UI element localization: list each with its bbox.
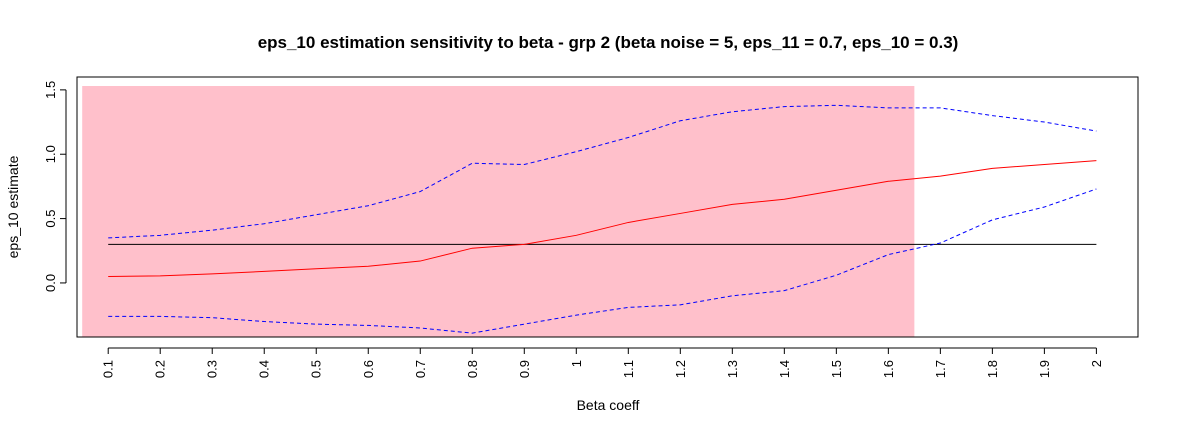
upper-bound-line xyxy=(108,104,1097,239)
estimate-line xyxy=(108,160,1097,277)
shaded-region-layer xyxy=(82,86,915,337)
x-tick-label: 0.2 xyxy=(153,360,168,378)
x-tick-label: 0.4 xyxy=(257,360,272,378)
x-tick-label: 2 xyxy=(1089,360,1104,367)
y-tick-label: 1.5 xyxy=(43,81,58,99)
x-tick-label: 1.2 xyxy=(673,360,688,378)
x-tick-label: 0.1 xyxy=(101,360,116,378)
plot-frame xyxy=(76,76,1139,338)
x-tick-label: 0.5 xyxy=(309,360,324,378)
y-tick-label: 0.5 xyxy=(43,210,58,228)
x-tick-label: 0.7 xyxy=(413,360,428,378)
axis-layer: 0.1 0.2 0.3 0.4 0.5 0.6 0.7 0.8 0.9 1 1.1 1.2 1.3 1.4… xyxy=(43,81,1104,378)
x-tick-label: 0.8 xyxy=(465,360,480,378)
x-tick-label: 1.1 xyxy=(621,360,636,378)
x-tick-label: 0.3 xyxy=(205,360,220,378)
y-axis-label: eps_10 estimate xyxy=(5,155,21,258)
series-layer xyxy=(108,104,1097,334)
x-tick-label: 1.5 xyxy=(829,360,844,378)
y-tick-label: 1.0 xyxy=(43,145,58,163)
x-axis-label: Beta coeff xyxy=(577,397,640,413)
shaded-region xyxy=(82,86,915,337)
x-tick-label: 1.4 xyxy=(777,360,792,378)
x-tick-label: 1.7 xyxy=(933,360,948,378)
x-tick-label: 0.9 xyxy=(517,360,532,378)
x-tick-label: 1.9 xyxy=(1037,360,1052,378)
x-tick-label: 1.8 xyxy=(985,360,1000,378)
x-tick-label: 0.6 xyxy=(361,360,376,378)
x-tick-label: 1 xyxy=(569,360,584,367)
x-tick-label: 1.6 xyxy=(881,360,896,378)
x-tick-label: 1.3 xyxy=(725,360,740,378)
y-tick-label: 0.0 xyxy=(43,274,58,292)
lower-bound-line xyxy=(108,188,1097,334)
chart-title: eps_10 estimation sensitivity to beta - … xyxy=(258,33,959,52)
